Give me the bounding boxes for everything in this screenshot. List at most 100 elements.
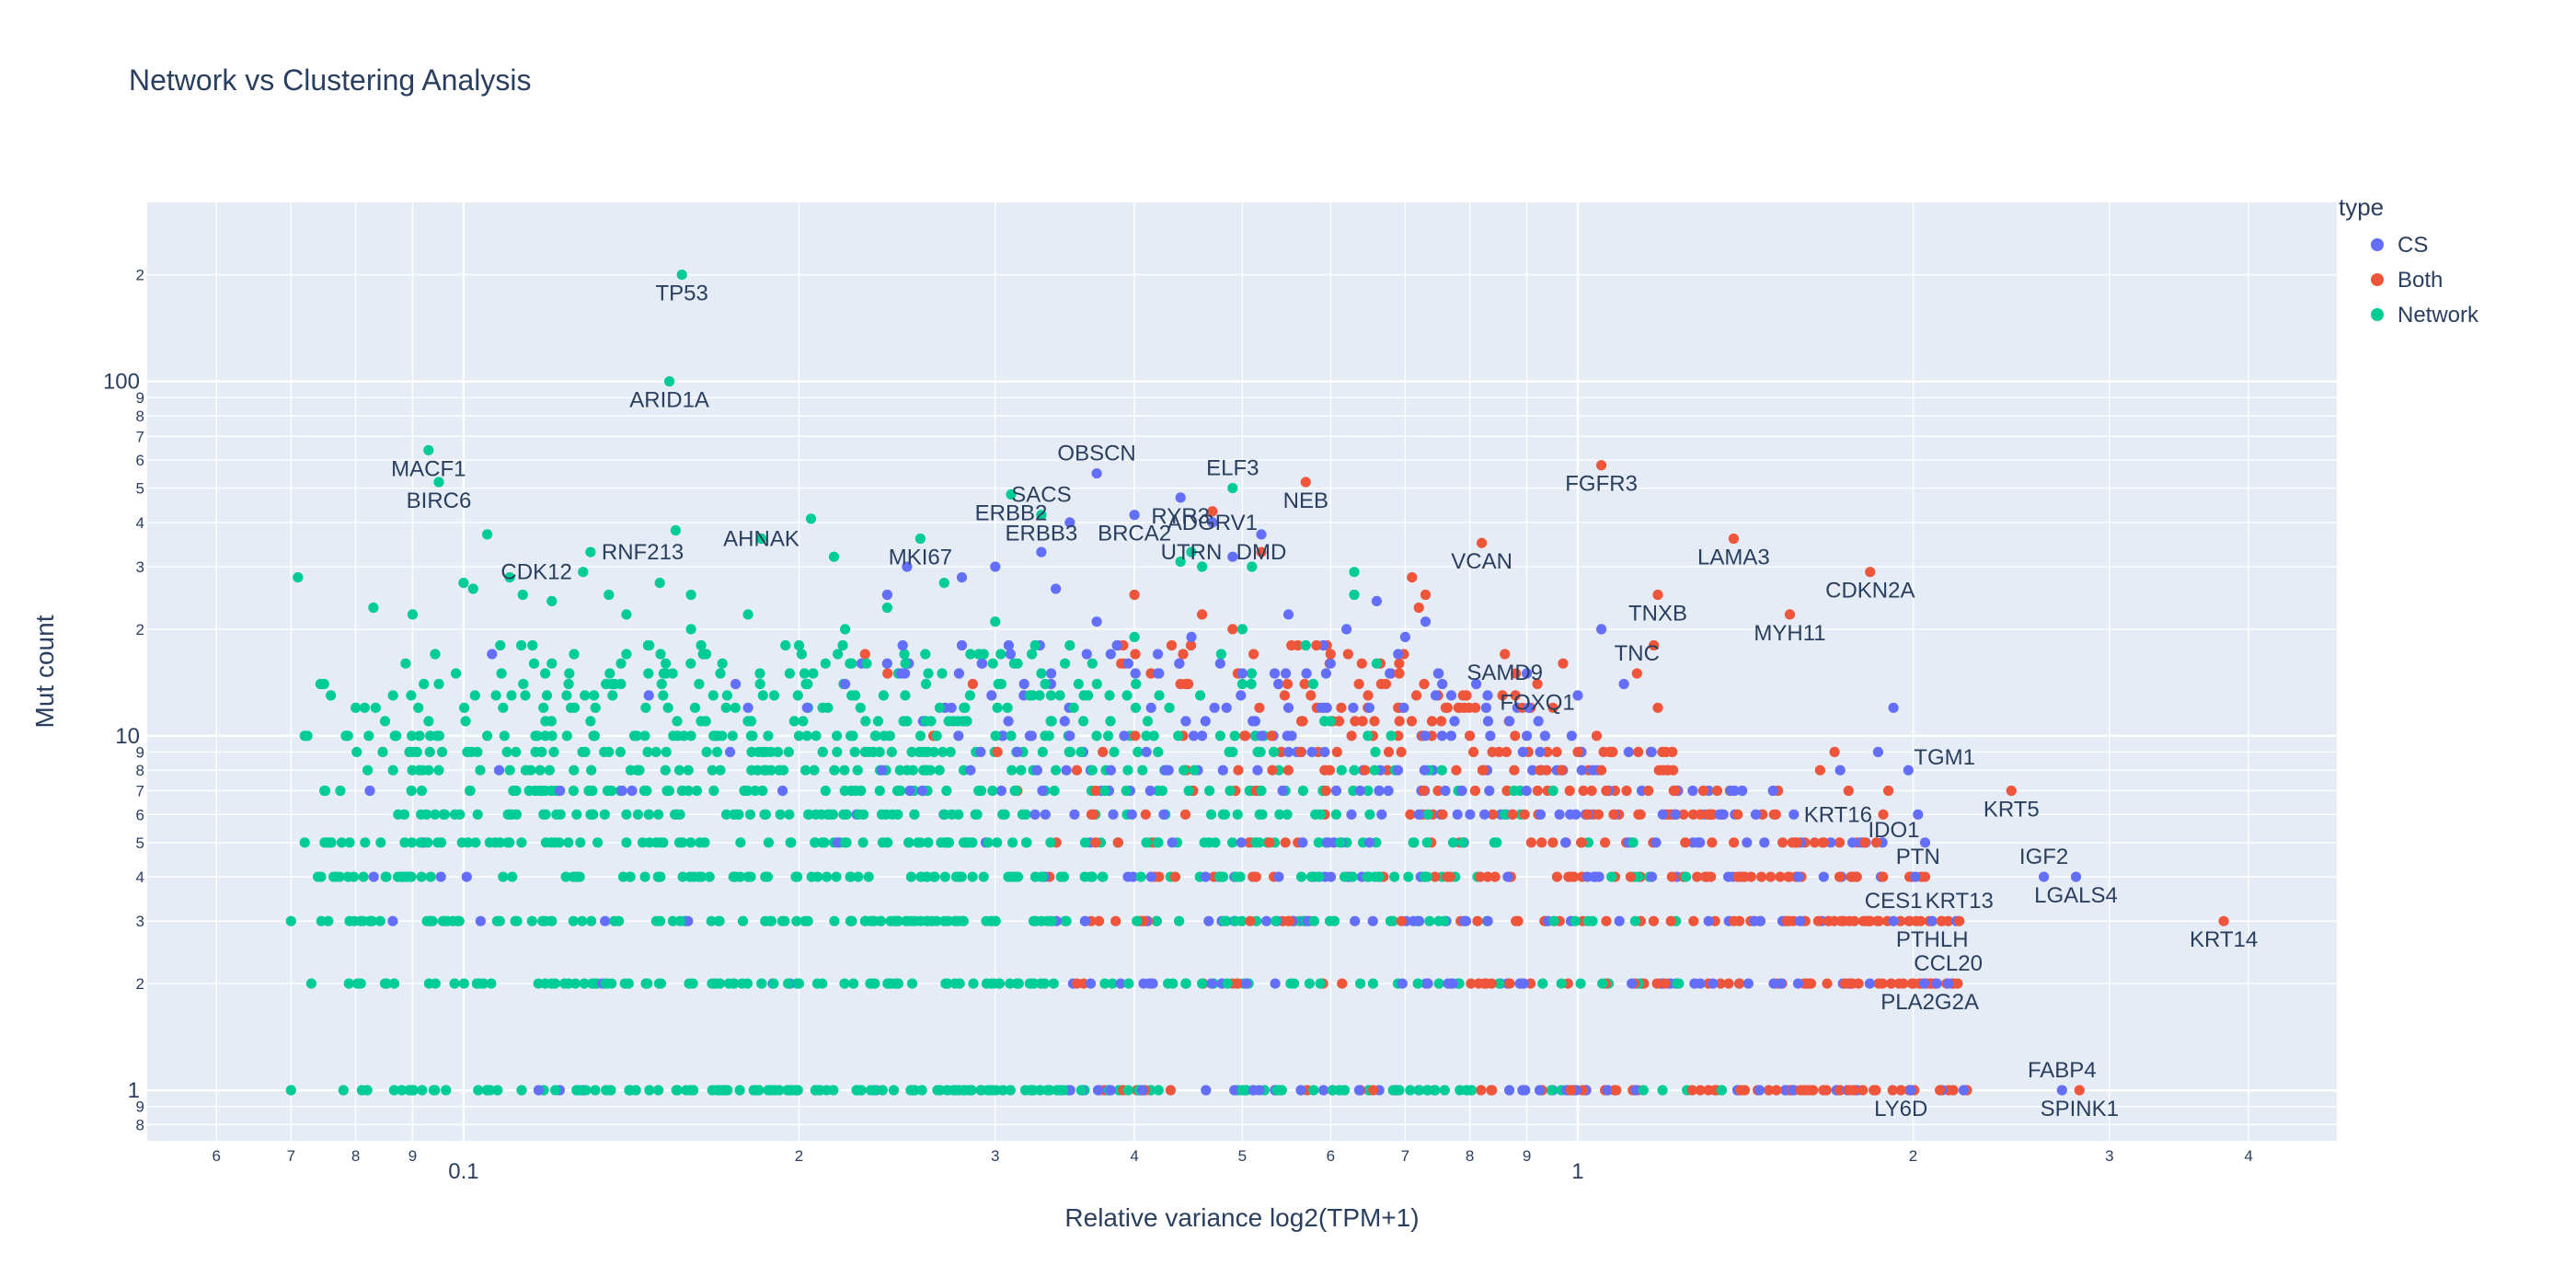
data-point-network[interactable] [1606,871,1617,882]
data-point-cs[interactable] [1754,915,1765,926]
data-point-network[interactable] [677,871,688,882]
data-point-both[interactable] [1504,978,1515,989]
data-point-cs[interactable] [976,658,987,669]
data-point-cs[interactable] [1282,702,1294,713]
data-point-network[interactable] [756,978,767,989]
data-point-network[interactable] [642,746,653,758]
data-point-both[interactable] [1145,668,1156,679]
data-point-network[interactable] [735,837,746,848]
data-point-network[interactable] [1087,871,1098,882]
data-point-network[interactable] [1003,871,1014,882]
data-point-cs[interactable] [1522,730,1533,742]
data-point-both[interactable] [1834,837,1846,848]
data-point-network[interactable] [1217,871,1228,882]
data-point-network[interactable] [482,529,493,540]
data-point-network[interactable] [1271,915,1282,926]
data-point-network[interactable] [1657,1085,1668,1096]
data-point-network[interactable] [1597,978,1608,989]
data-point-network[interactable] [1006,489,1017,500]
data-point-network[interactable] [1135,871,1146,882]
data-point-both[interactable] [1823,915,1834,926]
data-point-network[interactable] [882,837,893,848]
data-point-both[interactable] [1207,506,1218,517]
data-point-network[interactable] [888,1085,900,1096]
data-point-network[interactable] [783,746,794,758]
data-point-cs[interactable] [387,915,398,926]
data-point-cs[interactable] [1737,785,1748,797]
data-point-network[interactable] [438,809,449,820]
data-point-network[interactable] [1054,690,1065,701]
data-point-both[interactable] [1500,649,1511,660]
data-point-network[interactable] [1224,746,1235,758]
data-point-network[interactable] [639,730,650,742]
data-point-network[interactable] [430,649,441,660]
data-point-cs[interactable] [1241,978,1252,989]
data-point-network[interactable] [1455,1085,1466,1096]
data-point-network[interactable] [1204,785,1215,797]
data-point-network[interactable] [449,809,461,820]
data-point-network[interactable] [539,785,551,797]
data-point-both[interactable] [1264,837,1275,848]
data-point-network[interactable] [837,639,848,651]
data-point-cs[interactable] [1533,716,1544,727]
data-point-both[interactable] [1608,809,1619,820]
data-point-both[interactable] [1661,746,1672,758]
data-point-cs[interactable] [840,678,851,690]
data-point-both[interactable] [1501,785,1512,797]
data-point-cs[interactable] [1888,702,1899,713]
data-point-network[interactable] [1330,809,1341,820]
data-point-cs[interactable] [1162,765,1173,776]
data-point-both[interactable] [1320,785,1331,797]
data-point-network[interactable] [1336,765,1347,776]
data-point-network[interactable] [1197,561,1208,572]
data-point-network[interactable] [1229,730,1240,742]
data-point-network[interactable] [683,765,694,776]
data-point-network[interactable] [430,1085,441,1096]
data-point-both[interactable] [1834,871,1846,882]
data-point-network[interactable] [809,765,820,776]
data-point-network[interactable] [362,765,374,776]
data-point-cs[interactable] [1248,1085,1259,1096]
data-point-network[interactable] [1300,639,1311,651]
data-point-cs[interactable] [1180,716,1191,727]
data-point-network[interactable] [742,785,753,797]
data-point-network[interactable] [498,702,509,713]
data-point-network[interactable] [1104,690,1115,701]
data-point-both[interactable] [1697,785,1708,797]
data-point-network[interactable] [587,785,598,797]
data-point-network[interactable] [920,765,932,776]
data-point-network[interactable] [458,578,469,589]
data-point-network[interactable] [548,746,559,758]
data-point-network[interactable] [1307,678,1318,690]
data-point-network[interactable] [452,915,464,926]
data-point-both[interactable] [1586,785,1597,797]
data-point-both[interactable] [1360,765,1371,776]
data-point-cs[interactable] [995,785,1006,797]
data-point-network[interactable] [1164,702,1175,713]
data-point-network[interactable] [909,809,920,820]
data-point-network[interactable] [722,1085,733,1096]
data-point-network[interactable] [899,649,910,660]
data-point-cs[interactable] [1320,668,1331,679]
data-point-cs[interactable] [777,785,788,797]
data-point-cs[interactable] [1128,871,1139,882]
data-point-network[interactable] [717,658,728,669]
data-point-cs[interactable] [1524,702,1535,713]
data-point-cs[interactable] [916,785,928,797]
data-point-both[interactable] [1686,1085,1697,1096]
data-point-network[interactable] [783,978,794,989]
data-point-cs[interactable] [1708,978,1719,989]
data-point-network[interactable] [1079,871,1090,882]
data-point-network[interactable] [536,746,547,758]
data-point-cs[interactable] [1319,746,1330,758]
data-point-cs[interactable] [1788,809,1800,820]
data-point-both[interactable] [1140,809,1151,820]
data-point-both[interactable] [1878,809,1889,820]
data-point-cs[interactable] [1445,730,1456,742]
data-point-both[interactable] [1477,765,1488,776]
data-point-network[interactable] [1403,871,1414,882]
data-point-cs[interactable] [1236,668,1248,679]
data-point-both[interactable] [1334,716,1345,727]
data-point-network[interactable] [423,444,434,455]
data-point-network[interactable] [599,809,610,820]
